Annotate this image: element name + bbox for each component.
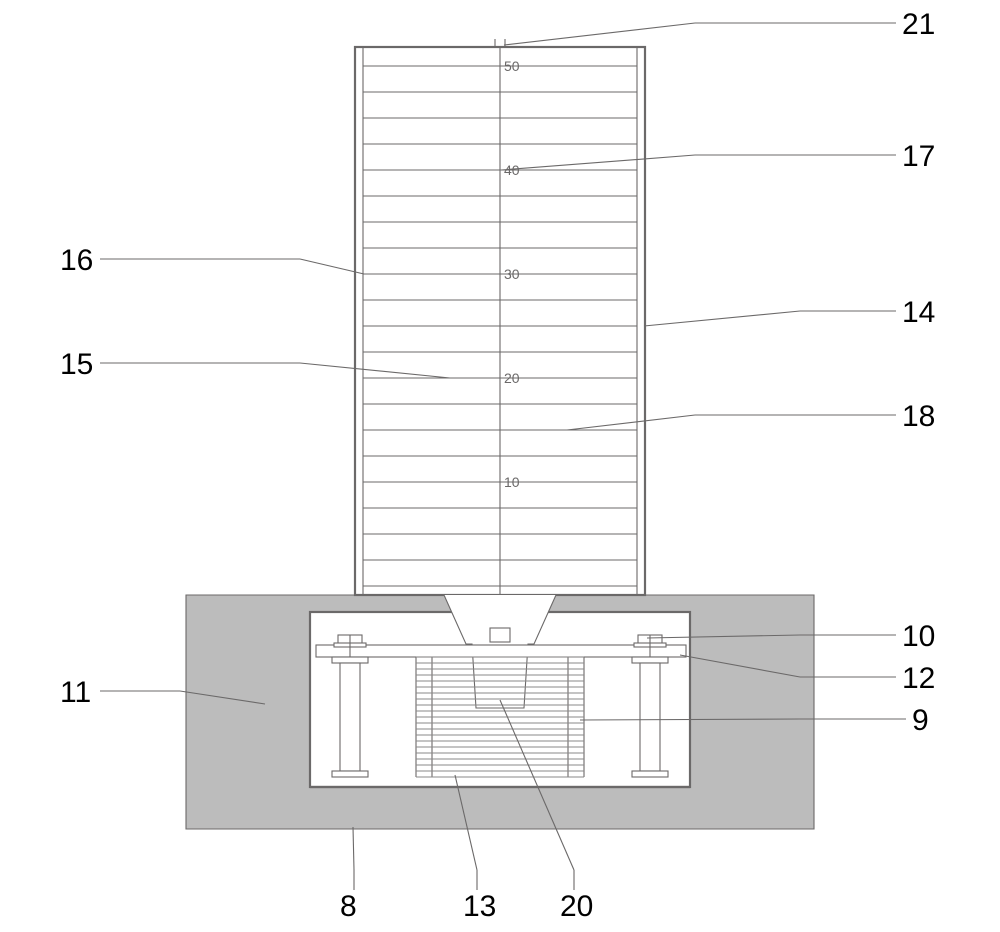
callout-label-10: 10 xyxy=(902,620,935,654)
callout-label-11: 11 xyxy=(60,676,91,710)
callout-label-8: 8 xyxy=(340,890,357,924)
callout-label-21: 21 xyxy=(902,8,935,42)
ruler-tick-label: 50 xyxy=(504,58,520,74)
callout-label-15: 15 xyxy=(60,348,93,382)
ruler-tick-label: 20 xyxy=(504,370,520,386)
callout-label-9: 9 xyxy=(912,704,929,738)
callout-label-12: 12 xyxy=(902,662,935,696)
plate xyxy=(316,645,686,657)
callout-label-20: 20 xyxy=(560,890,593,924)
callout-label-14: 14 xyxy=(902,296,935,330)
callout-label-13: 13 xyxy=(463,890,496,924)
leader-line xyxy=(500,700,574,870)
callout-label-16: 16 xyxy=(60,244,93,278)
pillar xyxy=(340,663,360,771)
callout-label-18: 18 xyxy=(902,400,935,434)
callout-label-17: 17 xyxy=(902,140,935,174)
leader-line xyxy=(353,827,354,870)
pillar xyxy=(640,663,660,771)
ruler-tick-label: 30 xyxy=(504,266,520,282)
ruler-tick-label: 10 xyxy=(504,474,520,490)
diagram-svg: 5040302010 xyxy=(0,0,1000,932)
